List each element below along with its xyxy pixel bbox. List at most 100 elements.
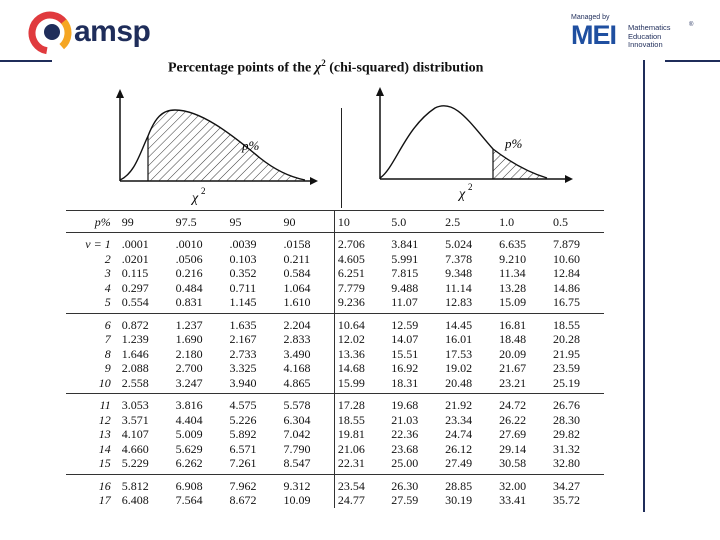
- table-cell: 2.706: [333, 232, 389, 252]
- table-cell: .0158: [283, 237, 311, 252]
- table-cell: .0201: [121, 251, 149, 266]
- title-suffix: (chi-squared) distribution: [325, 60, 484, 76]
- table-cell: 7.790: [283, 441, 311, 456]
- degrees-of-freedom-cell: 6: [104, 317, 111, 332]
- table-cell: 1.635: [229, 317, 257, 332]
- title-chi-sup: 2: [321, 58, 326, 68]
- column-header: 99: [118, 210, 173, 233]
- table-cell: 21.67: [499, 361, 527, 376]
- table-cell: 5.009: [175, 427, 203, 442]
- table-cell: 26.30: [391, 478, 419, 493]
- table-cell: 3.940: [226, 375, 281, 394]
- degrees-of-freedom-cell: 16: [98, 478, 111, 493]
- table-row: 7 1.239 1.690 2.167 2.833 12.02 14.07 16.01 18.4…: [66, 332, 604, 347]
- table-cell: 18.48: [499, 332, 527, 347]
- degrees-of-freedom-cell: 15: [66, 456, 119, 475]
- table-cell: 16.81: [499, 317, 527, 332]
- table-cell: 4.660: [121, 441, 149, 456]
- percentage-points-table: p% 99 97.5 95 90 10 5.0 2.5 1.0 0.5 v = …: [66, 210, 604, 508]
- chi-axis-sup: 2: [468, 182, 473, 192]
- table-cell: 12.59: [391, 317, 419, 332]
- table-cell: 3.571: [121, 412, 149, 427]
- table-cell: 11.14: [445, 280, 472, 295]
- degrees-of-freedom-cell: 17: [98, 493, 111, 508]
- table-cell: 22.31: [333, 456, 389, 475]
- table-cell: 34.27: [552, 478, 580, 493]
- table-cell: 5.229: [118, 456, 173, 475]
- table-cell: 3.841: [391, 237, 419, 252]
- table-cell: 25.00: [388, 456, 443, 475]
- table-cell: 8.547: [280, 456, 335, 475]
- table-cell: 21.95: [552, 346, 580, 361]
- table-cell: 3.325: [229, 361, 257, 376]
- table-cell: 2.700: [175, 361, 203, 376]
- table-cell: 18.55: [552, 317, 580, 332]
- table-row: 11 3.053 3.816 4.575 5.578 17.28 19.68 21.92 24.…: [66, 393, 604, 413]
- table-cell: 32.80: [549, 456, 604, 475]
- table-cell: 2.833: [283, 332, 311, 347]
- table-cell: 2.558: [118, 375, 173, 394]
- table-cell: 12.83: [442, 295, 497, 314]
- table-cell: .0001: [121, 237, 149, 252]
- table-row: 13 4.107 5.009 5.892 7.042 19.81 22.36 24.74 27.…: [66, 427, 604, 442]
- table-cell: 2.180: [175, 346, 203, 361]
- table-cell: 11.07: [388, 295, 443, 314]
- table-cell: 9.312: [283, 478, 311, 493]
- table-cell: 3.490: [283, 346, 311, 361]
- table-cell: 6.304: [283, 412, 311, 427]
- table-cell: 20.09: [499, 346, 527, 361]
- amsp-wordmark: amsp: [74, 15, 151, 48]
- table-cell: 0.554: [118, 295, 173, 314]
- table-cell: 0.115: [121, 266, 149, 281]
- table-cell: 5.024: [445, 237, 473, 252]
- table-cell: 1.646: [121, 346, 149, 361]
- table-row: 17 6.408 7.564 8.672 10.09 24.77 27.59 30.19 33.…: [66, 493, 604, 508]
- table-cell: 9.348: [445, 266, 473, 281]
- table-cell: 21.06: [333, 441, 389, 456]
- table-cell: 29.82: [552, 427, 580, 442]
- header-rule-right: [665, 60, 720, 62]
- table-cell: 27.69: [499, 427, 527, 442]
- table-cell: 0.297: [121, 280, 149, 295]
- table-cell: 28.30: [552, 412, 580, 427]
- chi-axis-sup: 2: [201, 186, 206, 196]
- table-cell: 10.60: [552, 251, 580, 266]
- registered-mark: ®: [689, 22, 694, 28]
- table-cell: 15.51: [391, 346, 419, 361]
- table-cell: 7.564: [175, 493, 203, 508]
- table-cell: 29.14: [499, 441, 527, 456]
- table-cell: 3.053: [121, 398, 149, 413]
- table-cell: 4.865: [280, 375, 335, 394]
- table-cell: 6.408: [121, 493, 149, 508]
- table-cell: 18.31: [388, 375, 443, 394]
- degrees-of-freedom-cell: 2: [104, 251, 111, 266]
- degrees-of-freedom-cell: 8: [104, 346, 111, 361]
- chi-squared-table: p% 99 97.5 95 90 10 5.0 2.5 1.0 0.5 v = …: [66, 210, 604, 512]
- table-cell: 2.088: [121, 361, 149, 376]
- mei-tagline-line: Mathematics: [628, 23, 671, 32]
- table-cell: 26.76: [552, 398, 580, 413]
- density-curve: [119, 109, 306, 181]
- table-cell: 15.99: [333, 375, 389, 394]
- table-cell: 0.872: [121, 317, 149, 332]
- table-cell: 8.672: [229, 493, 257, 508]
- table-cell: 16.01: [445, 332, 473, 347]
- y-axis-arrow-icon: [376, 87, 384, 96]
- title-chi-symbol: χ: [314, 60, 322, 76]
- table-row: 5 0.554 0.831 1.145 1.610 9.236 11.07 12.83 15.0…: [66, 295, 604, 314]
- table-cell: 1.064: [283, 280, 311, 295]
- degrees-of-freedom-cell: 13: [98, 427, 111, 442]
- degrees-of-freedom-cell: 4: [104, 280, 111, 295]
- table-cell: 23.68: [391, 441, 419, 456]
- table-cell: 19.81: [333, 427, 389, 442]
- amsp-logo-mark-icon: [28, 11, 72, 55]
- table-row: 12 3.571 4.404 5.226 6.304 18.55 21.03 23.34 26.…: [66, 412, 604, 427]
- mei-wordmark: MEI: [571, 20, 617, 50]
- table-cell: 26.12: [445, 441, 473, 456]
- column-header: 0.5: [549, 210, 604, 233]
- table-cell: 7.879: [552, 237, 580, 252]
- table-cell: 35.72: [552, 493, 580, 508]
- table-cell: 23.34: [445, 412, 473, 427]
- upper-tail-graph: p% χ 2: [376, 87, 573, 202]
- table-row: 3 0.115 0.216 0.352 0.584 6.251 7.815 9.348 11.3…: [66, 266, 604, 281]
